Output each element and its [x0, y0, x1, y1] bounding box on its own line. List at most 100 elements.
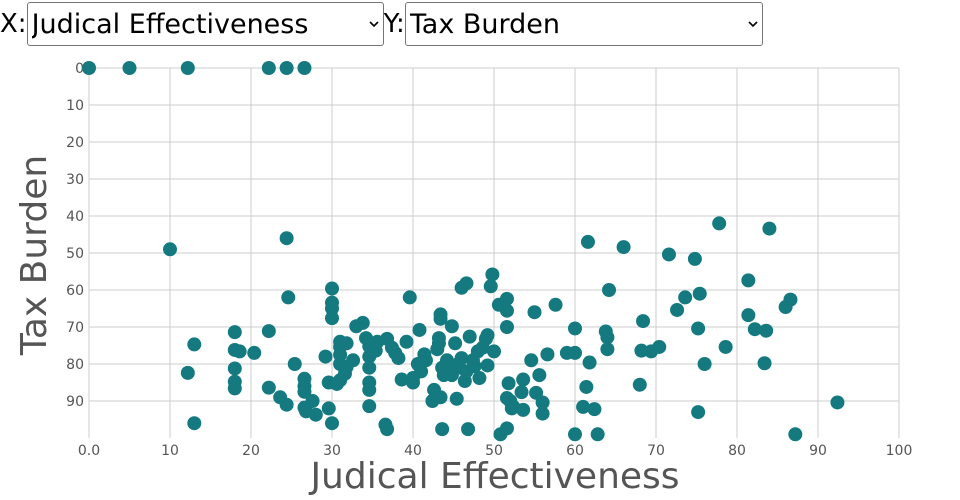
- data-point[interactable]: [308, 407, 323, 422]
- data-point[interactable]: [670, 302, 685, 317]
- data-point[interactable]: [187, 337, 202, 352]
- data-point[interactable]: [501, 376, 516, 391]
- data-point[interactable]: [433, 311, 448, 326]
- data-point[interactable]: [321, 401, 336, 416]
- data-point[interactable]: [580, 234, 595, 249]
- data-point[interactable]: [535, 395, 550, 410]
- data-point[interactable]: [576, 399, 591, 414]
- data-point[interactable]: [261, 61, 276, 75]
- data-point[interactable]: [661, 247, 676, 262]
- data-point[interactable]: [187, 416, 202, 431]
- data-point[interactable]: [362, 399, 377, 414]
- data-point[interactable]: [287, 357, 302, 371]
- x-axis-select[interactable]: Judical Effectiveness: [26, 2, 384, 46]
- data-point[interactable]: [692, 286, 707, 301]
- data-point[interactable]: [499, 421, 514, 436]
- data-point[interactable]: [412, 322, 427, 337]
- data-point[interactable]: [346, 353, 361, 368]
- data-point[interactable]: [325, 301, 339, 316]
- data-point[interactable]: [232, 344, 247, 359]
- data-point[interactable]: [632, 377, 647, 392]
- data-point[interactable]: [380, 422, 395, 437]
- data-point[interactable]: [454, 351, 469, 366]
- data-point[interactable]: [762, 221, 777, 236]
- data-point[interactable]: [337, 366, 352, 381]
- data-point[interactable]: [718, 339, 733, 354]
- data-point[interactable]: [652, 339, 667, 354]
- data-point[interactable]: [279, 397, 294, 412]
- data-point[interactable]: [757, 356, 772, 371]
- data-point[interactable]: [261, 324, 276, 339]
- data-point[interactable]: [444, 319, 459, 334]
- data-point[interactable]: [602, 283, 617, 297]
- data-point[interactable]: [279, 231, 294, 246]
- data-point[interactable]: [325, 281, 339, 296]
- data-point[interactable]: [741, 273, 756, 288]
- data-point[interactable]: [368, 343, 383, 358]
- data-point[interactable]: [548, 297, 563, 312]
- data-point[interactable]: [418, 353, 433, 368]
- data-point[interactable]: [281, 290, 296, 305]
- data-point[interactable]: [406, 375, 420, 390]
- data-point[interactable]: [247, 345, 262, 360]
- data-point[interactable]: [180, 61, 195, 75]
- data-point[interactable]: [430, 342, 445, 357]
- data-point[interactable]: [783, 292, 798, 307]
- data-point[interactable]: [532, 368, 547, 383]
- data-point[interactable]: [305, 394, 320, 408]
- data-point[interactable]: [691, 405, 706, 420]
- data-point[interactable]: [339, 336, 354, 351]
- data-point[interactable]: [435, 422, 450, 437]
- data-point[interactable]: [527, 305, 542, 320]
- data-point[interactable]: [499, 303, 514, 318]
- data-point[interactable]: [261, 380, 276, 395]
- data-point[interactable]: [830, 395, 845, 410]
- data-point[interactable]: [82, 61, 96, 75]
- data-point[interactable]: [163, 242, 177, 257]
- data-point[interactable]: [499, 320, 514, 334]
- data-point[interactable]: [687, 251, 702, 266]
- data-point[interactable]: [297, 384, 312, 399]
- data-point[interactable]: [678, 290, 693, 305]
- data-point[interactable]: [712, 216, 727, 231]
- data-point[interactable]: [540, 347, 555, 362]
- data-point[interactable]: [483, 279, 498, 294]
- data-point[interactable]: [227, 325, 242, 340]
- data-point[interactable]: [402, 290, 417, 305]
- data-point[interactable]: [355, 315, 370, 330]
- data-point[interactable]: [459, 276, 474, 291]
- data-point[interactable]: [582, 355, 597, 370]
- data-point[interactable]: [448, 336, 463, 351]
- data-point[interactable]: [568, 321, 582, 336]
- data-point[interactable]: [636, 314, 651, 329]
- data-point[interactable]: [122, 61, 137, 75]
- data-point[interactable]: [461, 422, 476, 437]
- data-point[interactable]: [297, 61, 312, 75]
- data-point[interactable]: [227, 361, 242, 376]
- data-point[interactable]: [600, 342, 615, 357]
- y-axis-select[interactable]: Tax Burden: [404, 2, 763, 46]
- data-point[interactable]: [485, 267, 500, 282]
- data-point[interactable]: [449, 391, 464, 406]
- data-point[interactable]: [535, 406, 550, 421]
- data-point[interactable]: [487, 344, 501, 359]
- data-point[interactable]: [524, 353, 539, 368]
- data-point[interactable]: [579, 379, 594, 394]
- data-point[interactable]: [516, 372, 531, 387]
- data-point[interactable]: [587, 402, 602, 417]
- data-point[interactable]: [741, 308, 756, 323]
- data-point[interactable]: [568, 345, 582, 360]
- data-point[interactable]: [325, 311, 339, 326]
- data-point[interactable]: [394, 372, 409, 387]
- data-point[interactable]: [467, 359, 482, 374]
- data-point[interactable]: [414, 364, 429, 379]
- data-point[interactable]: [318, 349, 333, 364]
- data-point[interactable]: [747, 322, 762, 337]
- data-point[interactable]: [616, 240, 631, 255]
- data-point[interactable]: [399, 334, 414, 349]
- data-point[interactable]: [472, 371, 487, 386]
- data-point[interactable]: [180, 365, 195, 380]
- data-point[interactable]: [759, 323, 774, 338]
- data-point[interactable]: [788, 427, 803, 442]
- data-point[interactable]: [279, 61, 294, 75]
